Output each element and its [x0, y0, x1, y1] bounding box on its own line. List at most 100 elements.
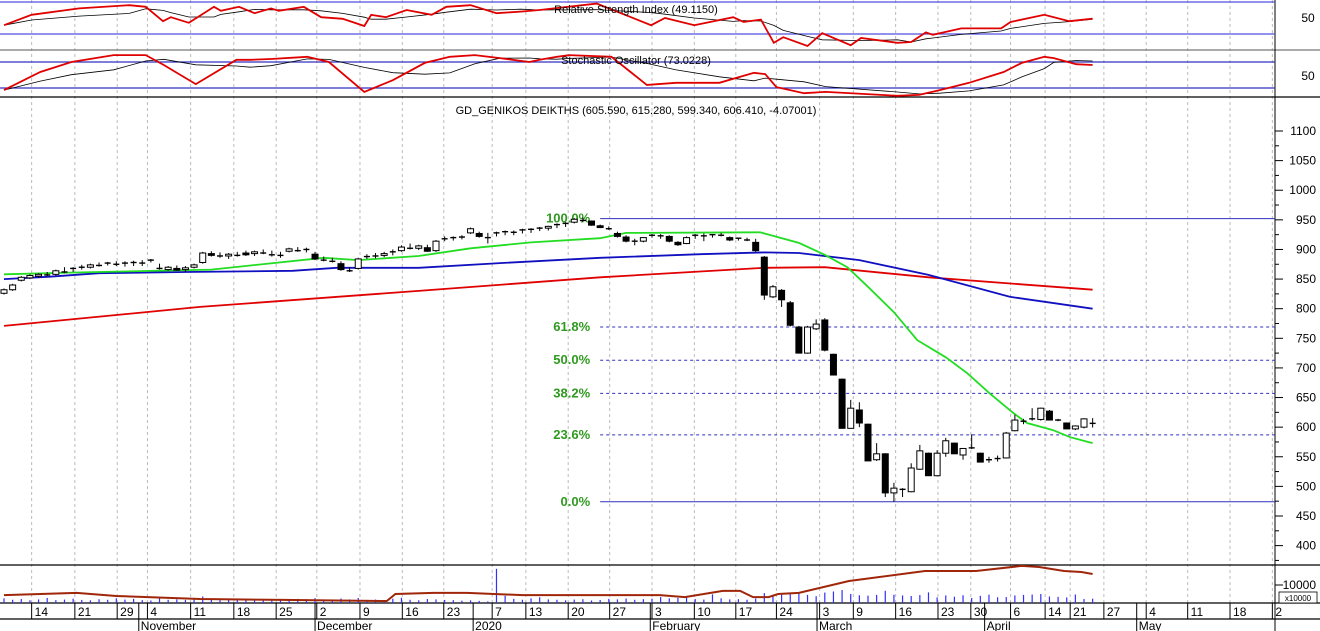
date-label: 21	[78, 605, 92, 619]
candle-body-up	[959, 447, 967, 456]
candlestick	[959, 447, 967, 460]
candlestick	[528, 228, 535, 233]
candlestick	[484, 232, 491, 244]
candlestick	[519, 228, 526, 234]
price-axis-label: 850	[1296, 272, 1316, 286]
candlestick	[354, 257, 362, 270]
candle-body-down	[596, 225, 604, 229]
candlestick	[821, 318, 829, 352]
candlestick	[950, 442, 958, 455]
date-label: 27	[1107, 605, 1121, 619]
candle-body-down	[786, 302, 794, 326]
candle-body-down	[950, 442, 958, 455]
candlestick	[190, 263, 198, 269]
candlestick	[752, 238, 760, 252]
date-label: 4	[150, 605, 157, 619]
candlestick	[744, 237, 751, 242]
candle-body-up	[467, 228, 475, 234]
candle-body-down	[829, 353, 837, 376]
candlestick	[346, 267, 353, 272]
volume-axis-label: 10000	[1283, 578, 1317, 592]
date-label: 14	[35, 605, 49, 619]
date-label: 23	[447, 605, 461, 619]
date-label: 4	[1149, 605, 1156, 619]
candle-body-up	[942, 440, 950, 454]
candlestick	[242, 250, 250, 256]
candlestick	[639, 237, 647, 243]
candle-body-up	[397, 246, 405, 252]
candlestick	[493, 231, 500, 237]
date-label: 3	[655, 605, 662, 619]
candlestick	[907, 463, 915, 493]
candlestick	[855, 402, 863, 428]
price-axis-label: 1050	[1289, 154, 1316, 168]
date-label: 18	[237, 605, 251, 619]
candlestick	[976, 452, 984, 463]
candlestick	[778, 289, 786, 307]
candle-body-down	[726, 237, 734, 241]
candlestick	[933, 450, 941, 477]
candlestick	[61, 267, 68, 274]
candlestick	[450, 236, 457, 241]
candle-body-up	[907, 467, 915, 493]
candlestick	[657, 234, 664, 239]
price-axis-label: 900	[1296, 242, 1316, 256]
price-axis-label: 750	[1296, 331, 1316, 345]
candlestick	[70, 267, 77, 272]
price-axis-label: 950	[1296, 213, 1316, 227]
rsi-title: Relative Strength Index (49.1150)	[554, 4, 718, 16]
candle-body-up	[1071, 425, 1079, 430]
candlestick	[544, 225, 552, 231]
candlestick	[864, 423, 872, 462]
candlestick	[579, 217, 586, 223]
candlestick	[78, 264, 85, 270]
price-panel[interactable]	[0, 98, 1275, 565]
candlestick	[0, 288, 8, 295]
candlestick	[260, 249, 267, 255]
candlestick	[139, 260, 146, 267]
date-label: 29	[120, 605, 134, 619]
candlestick	[968, 434, 975, 450]
candle-body-down	[795, 326, 803, 354]
candlestick	[804, 325, 812, 354]
candlestick	[1080, 418, 1088, 429]
volume-average-line	[3, 564, 1093, 603]
candle-body-up	[1002, 432, 1010, 459]
date-label: 13	[529, 605, 543, 619]
candlestick	[104, 261, 111, 266]
candlestick	[631, 238, 638, 246]
candlestick	[44, 271, 51, 277]
candlestick	[96, 262, 103, 267]
date-label: 7	[495, 605, 502, 619]
candlestick	[649, 234, 655, 238]
candlestick	[320, 256, 327, 262]
candlestick	[838, 378, 846, 429]
month-label: February	[652, 619, 700, 631]
candle-body-up	[683, 237, 691, 245]
candle-body-down	[1045, 410, 1053, 421]
price-axis-label: 800	[1296, 302, 1316, 316]
candlestick	[397, 245, 405, 252]
fibonacci-label: 38.2%	[553, 385, 590, 400]
candle-body-down	[924, 452, 932, 477]
candle-body-up	[17, 276, 25, 281]
candlestick	[674, 241, 682, 246]
date-label: 2	[320, 605, 327, 619]
month-label: November	[141, 619, 196, 631]
candle-body-down	[1063, 422, 1071, 430]
volume-multiplier-box	[1278, 591, 1318, 604]
candlestick	[234, 251, 241, 257]
fibonacci-label: 61.8%	[553, 319, 590, 334]
candlestick	[423, 244, 431, 252]
month-label: April	[987, 619, 1011, 631]
candle-body-up	[181, 267, 189, 271]
date-label: 11	[194, 605, 207, 619]
candlestick	[363, 254, 370, 259]
volume-panel[interactable]	[0, 566, 1275, 603]
candlestick	[985, 456, 992, 463]
candlestick	[588, 220, 596, 226]
candlestick	[389, 249, 396, 256]
candle-body-up	[544, 225, 552, 229]
candle-body-down	[423, 247, 431, 252]
